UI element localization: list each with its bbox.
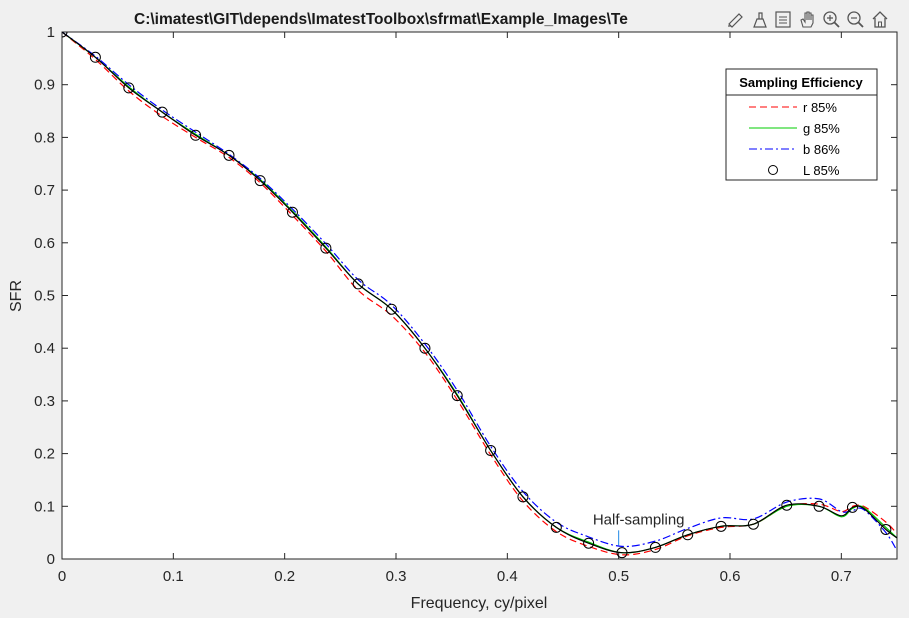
x-tick-label: 0.2 (274, 568, 295, 585)
legend[interactable]: Sampling Efficiency r 85% g 85% b 86% L 85% (726, 69, 877, 180)
y-tick-label: 0 (47, 551, 55, 568)
y-tick-label: 1 (47, 24, 55, 41)
legend-label-2: b 86% (803, 142, 840, 157)
y-axis-label: SFR (8, 280, 25, 312)
pan-icon[interactable] (801, 12, 813, 27)
legend-label-0: r 85% (803, 100, 837, 115)
y-tick-label: 0.2 (34, 446, 55, 463)
y-tick-label: 0.9 (34, 77, 55, 94)
y-tick-label: 0.4 (34, 340, 55, 357)
x-tick-label: 0.3 (386, 568, 407, 585)
x-tick-labels: 0 0.1 0.2 0.3 0.4 0.5 0.6 0.7 (58, 568, 852, 585)
y-tick-label: 0.5 (34, 288, 55, 305)
x-tick-label: 0.1 (163, 568, 184, 585)
y-tick-label: 0.8 (34, 129, 55, 146)
y-tick-labels: 0 0.1 0.2 0.3 0.4 0.5 0.6 0.7 0.8 0.9 1 (34, 24, 55, 568)
figure-title: C:\imatest\GIT\depends\ImatestToolbox\sf… (134, 11, 628, 28)
x-tick-label: 0.4 (497, 568, 518, 585)
datatip-icon[interactable] (754, 13, 766, 27)
x-tick-label: 0.7 (831, 568, 852, 585)
zoom-out-icon[interactable] (848, 12, 863, 27)
legend-label-1: g 85% (803, 121, 840, 136)
x-tick-label: 0 (58, 568, 66, 585)
y-tick-label: 0.1 (34, 498, 55, 515)
y-tick-label: 0.7 (34, 182, 55, 199)
axes-toolbar (728, 12, 887, 27)
legend-toggle-icon[interactable] (776, 12, 790, 27)
half-sampling-label: Half-sampling (593, 511, 685, 528)
legend-label-3: L 85% (803, 163, 840, 178)
brush-icon[interactable] (728, 14, 742, 27)
x-tick-label: 0.5 (608, 568, 629, 585)
legend-title: Sampling Efficiency (739, 75, 863, 90)
zoom-in-icon[interactable] (824, 12, 839, 27)
x-axis-label: Frequency, cy/pixel (411, 595, 548, 612)
y-tick-label: 0.6 (34, 235, 55, 252)
home-icon[interactable] (873, 12, 887, 27)
y-tick-label: 0.3 (34, 393, 55, 410)
x-tick-label: 0.6 (720, 568, 741, 585)
